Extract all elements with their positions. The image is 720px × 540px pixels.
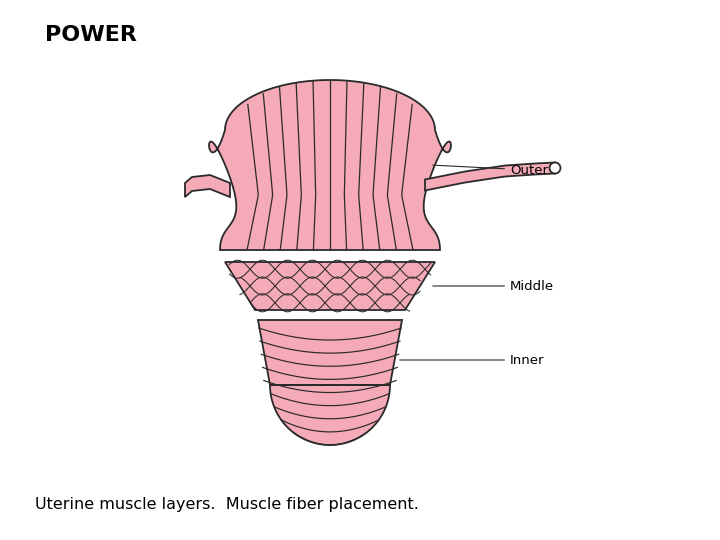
Polygon shape (185, 175, 230, 197)
Text: Inner: Inner (400, 354, 544, 367)
Polygon shape (209, 80, 451, 250)
Polygon shape (258, 320, 402, 445)
Text: POWER: POWER (45, 25, 137, 45)
Polygon shape (425, 163, 555, 191)
Text: Uterine muscle layers.  Muscle fiber placement.: Uterine muscle layers. Muscle fiber plac… (35, 497, 419, 512)
Polygon shape (225, 262, 435, 310)
Text: Middle: Middle (433, 280, 554, 293)
Circle shape (549, 163, 560, 173)
Text: Outer: Outer (433, 164, 548, 177)
